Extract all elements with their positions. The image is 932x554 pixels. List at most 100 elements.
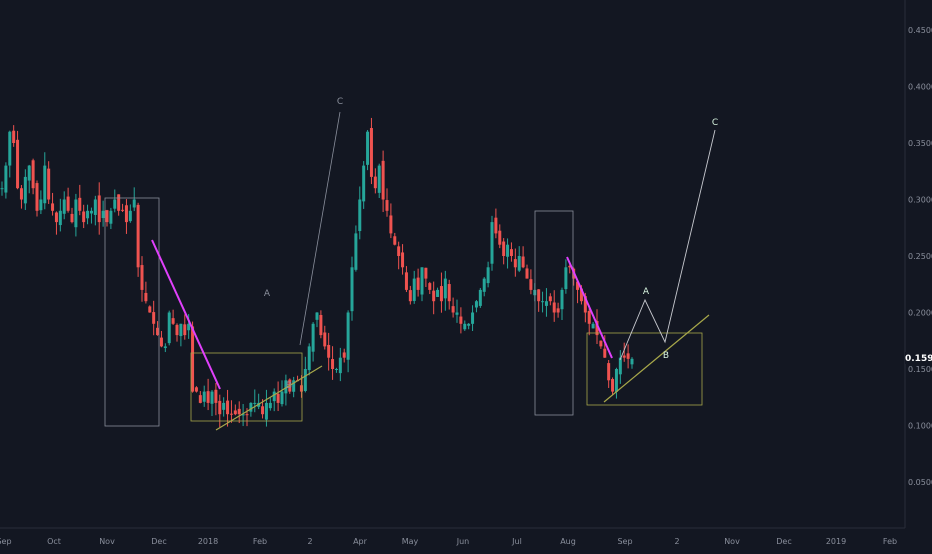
x-tick-label: Jun [456,537,470,546]
candle-body [319,314,323,336]
x-tick-label: Dec [776,537,791,546]
candle-body [284,380,288,394]
x-tick-label: 2 [307,537,312,546]
candle-body [51,203,55,211]
candle-body [214,389,218,403]
wave-c-1-label: C [337,97,343,107]
candle-body [467,323,471,326]
candle-body [338,357,342,374]
candle-body [412,278,416,301]
candle-body [179,323,183,337]
candle-body [490,222,494,264]
candle-body [140,265,144,290]
candle-body [443,278,447,299]
candle-body [171,318,175,324]
candle-body [237,408,241,415]
wave-b-2-label: B [663,351,669,361]
candle-body [218,400,222,415]
candle-body [117,194,121,211]
candle-body [323,332,327,347]
wave-c-2-label: C [712,118,718,128]
candle-body [47,168,51,200]
candle-body [564,267,568,290]
candle-body [506,244,510,257]
candle-body [389,215,393,234]
magenta-trendline-1 [151,239,221,390]
candle-body [261,406,265,415]
candle-body [463,323,467,330]
x-tick-label: 2019 [826,537,846,546]
candle-body [191,326,195,392]
x-tick-label: 2 [674,537,679,546]
candle-body [132,199,136,208]
candle-body [124,205,128,223]
candle-body [614,369,618,392]
candle-body [428,283,432,290]
candle-body [474,301,478,308]
candle-body [350,267,354,312]
x-tick-label: Jul [511,537,522,546]
candle-body [280,391,284,405]
candle-body [272,391,276,402]
candle-body [136,204,140,268]
candle-body [70,213,74,223]
candle-body [471,312,475,324]
candle-body [404,272,408,290]
candle-body [611,379,615,392]
candle-body [113,199,117,209]
candle-body [156,327,160,336]
candle-body [626,353,630,359]
candle-body [226,400,230,415]
candle-body [373,176,377,189]
candle-body [206,391,210,403]
candle-body [603,348,607,358]
candle-body [334,369,338,370]
candle-body [595,321,599,336]
candle-body [194,387,198,392]
candle-body [66,196,70,211]
candle-body [560,289,564,310]
candle-body [23,176,27,204]
x-tick-label: Apr [353,537,368,546]
candle-body [618,357,622,375]
candle-body [459,316,463,324]
candle-body [307,346,311,371]
candle-body [0,188,4,190]
candle-body [229,413,233,415]
candle-body [541,301,545,303]
candle-body [529,279,533,290]
candle-body [159,337,163,347]
magenta-trendline-2 [566,256,613,359]
candle-body [167,312,171,344]
candle-body [245,414,249,416]
candle-body [198,395,202,403]
candle-body [354,233,358,270]
candle-body [89,210,93,214]
wave-a-1-label: A [264,289,271,299]
candle-body [455,312,459,315]
candle-body [556,308,560,313]
candle-body [148,306,152,313]
candle-body [144,292,148,302]
candle-body [183,324,187,336]
candle-body [105,210,109,223]
candle-body [583,296,587,313]
current-price-label: 0.1590 [905,352,932,364]
candle-body [587,310,591,324]
candle-body [513,259,517,268]
candle-body [331,359,335,369]
candle-body [548,296,552,302]
olive-box-2 [586,332,703,406]
drawings-layer: A B C A B C [104,97,718,431]
